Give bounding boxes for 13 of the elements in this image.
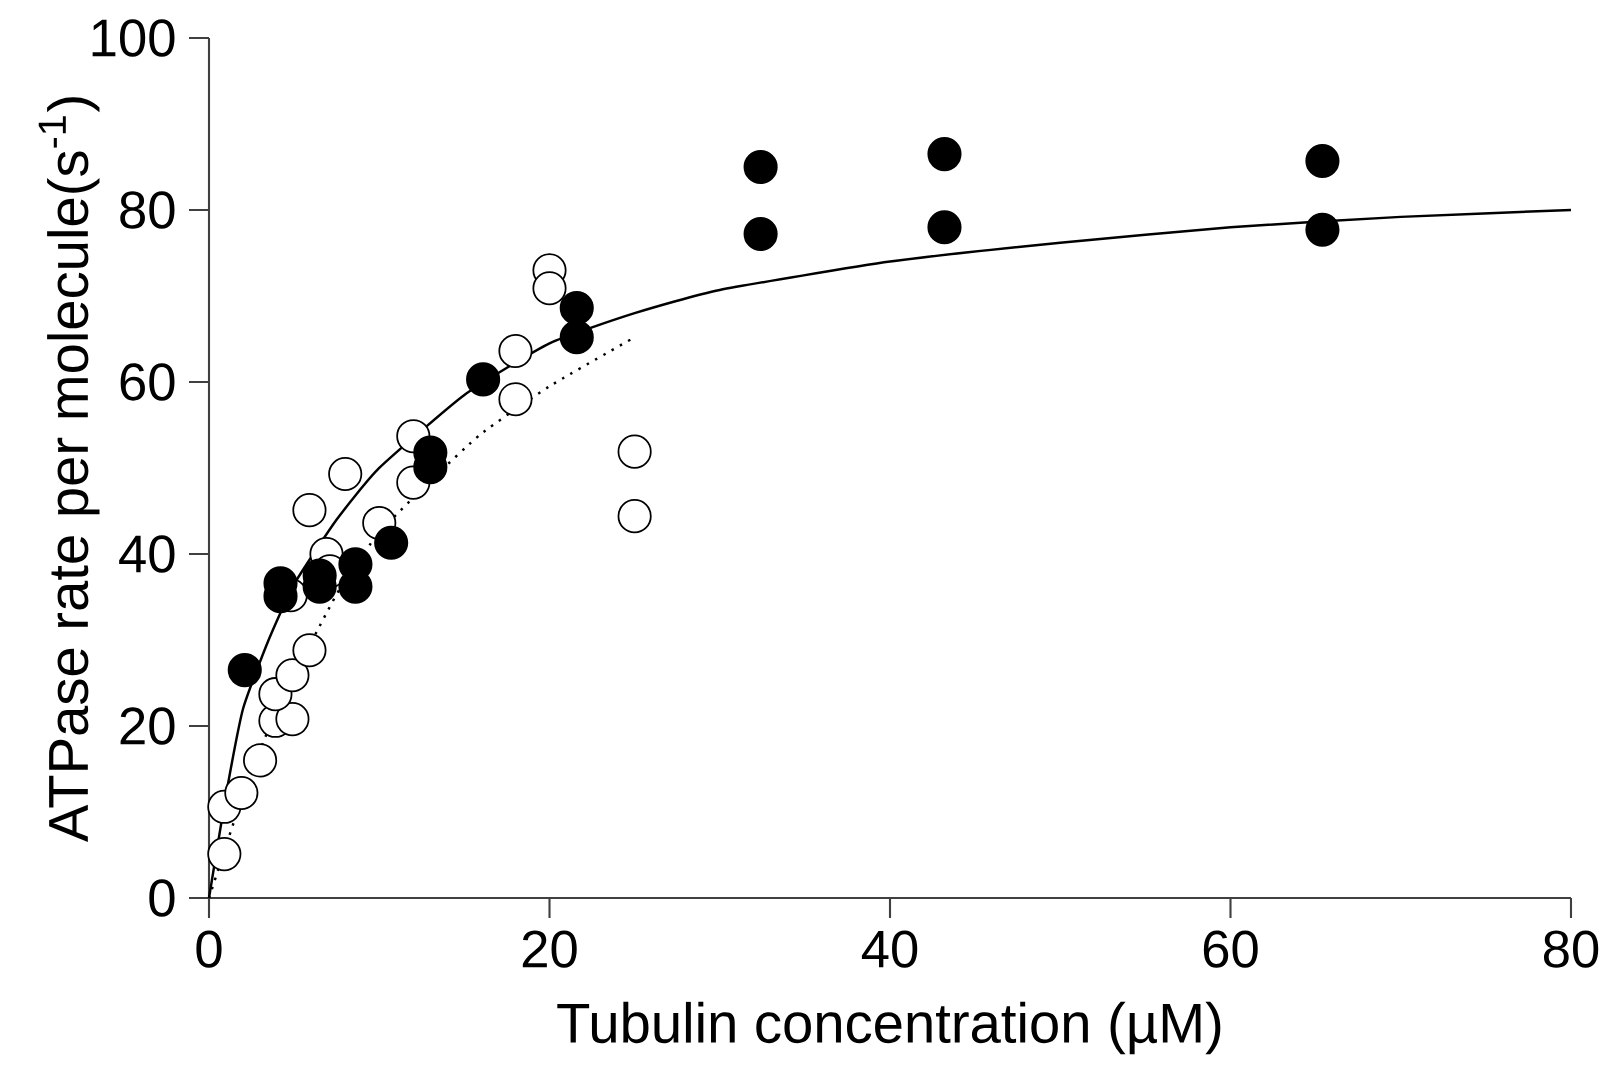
x-tick-label: 80	[1543, 930, 1599, 968]
x-tick-label: 40	[861, 930, 918, 968]
x-axis-title: Tubulin concentration (µM)	[557, 1001, 1221, 1055]
y-tick-label: 100	[92, 19, 175, 57]
x-tick-label: 60	[1203, 930, 1258, 968]
y-tick-label: 0	[149, 879, 175, 917]
y-tick-label: 40	[119, 535, 175, 573]
y-tick-label: 20	[120, 707, 175, 745]
x-tick-label: 0	[196, 930, 222, 968]
y-tick-label: 80	[120, 191, 175, 229]
x-tick-label: 20	[522, 930, 577, 968]
y-tick-label: 60	[120, 363, 175, 401]
y-axis-title: ATPase rate per molecule(s$^{-1}$)	[38, 97, 100, 843]
